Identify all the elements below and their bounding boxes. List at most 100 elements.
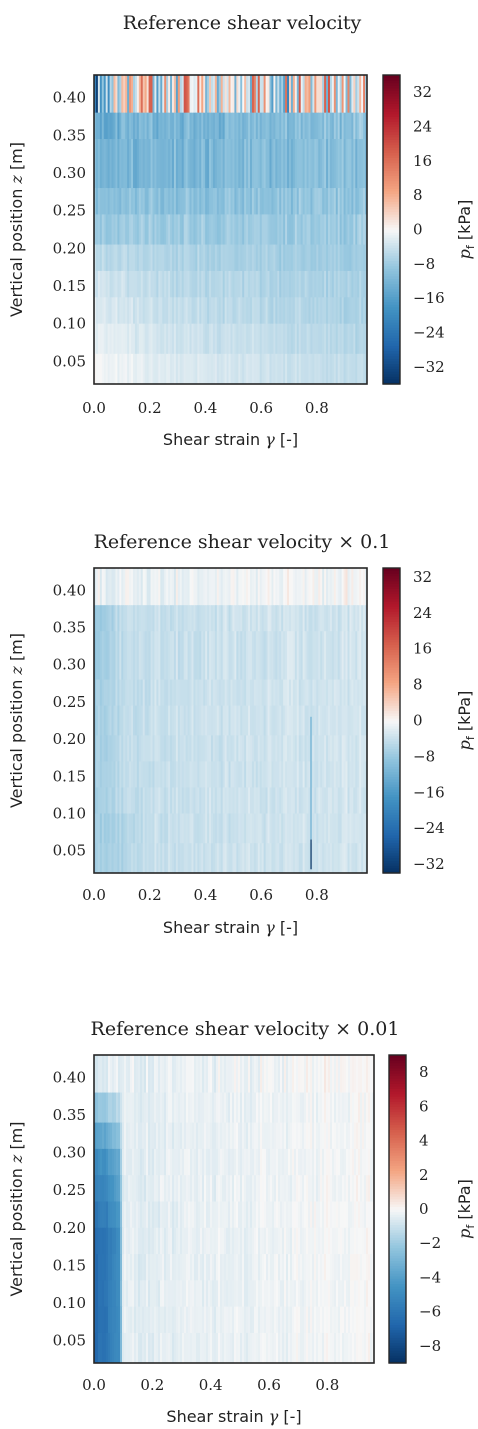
heatmap-cell bbox=[101, 705, 105, 736]
heatmap-cell bbox=[193, 75, 196, 114]
heatmap-cell bbox=[264, 1201, 267, 1229]
heatmap-cell bbox=[205, 679, 208, 707]
heatmap-cell bbox=[240, 1306, 243, 1334]
heatmap-cell bbox=[130, 1148, 133, 1176]
heatmap-cell bbox=[296, 843, 300, 873]
heatmap-cell bbox=[226, 1280, 229, 1308]
heatmap-cell bbox=[268, 1306, 271, 1334]
heatmap-cell bbox=[316, 705, 319, 736]
heatmap-cell bbox=[124, 1055, 127, 1094]
heatmap-cell bbox=[242, 605, 245, 632]
heatmap-cell bbox=[134, 139, 138, 189]
heatmap-cell bbox=[138, 761, 142, 789]
heatmap-cell bbox=[329, 323, 333, 355]
heatmap-cell bbox=[271, 787, 274, 815]
heatmap-cell bbox=[124, 1306, 127, 1334]
heatmap-cell bbox=[259, 270, 263, 298]
heatmap-cell bbox=[203, 353, 206, 384]
heatmap-cell bbox=[194, 1122, 197, 1150]
heatmap-cell bbox=[290, 244, 294, 272]
heatmap-cell bbox=[262, 1332, 265, 1363]
heatmap-cell bbox=[320, 1254, 323, 1281]
heatmap-cell bbox=[248, 1148, 251, 1176]
heatmap-cell bbox=[357, 139, 360, 189]
heatmap-cell bbox=[158, 605, 161, 632]
heatmap-cell bbox=[339, 679, 343, 707]
heatmap-cell bbox=[341, 297, 345, 325]
heatmap-cell bbox=[174, 1175, 177, 1203]
heatmap-cell bbox=[105, 323, 109, 355]
heatmap-cell bbox=[364, 1332, 367, 1363]
heatmap-cell bbox=[326, 1175, 329, 1203]
heatmap-cell bbox=[128, 1332, 131, 1363]
heatmap-cell bbox=[230, 270, 234, 298]
heatmap-cell bbox=[234, 1227, 237, 1255]
heatmap-cell bbox=[259, 761, 263, 789]
heatmap-cell bbox=[183, 813, 187, 844]
heatmap-cell bbox=[355, 735, 358, 763]
heatmap-cell bbox=[277, 568, 280, 606]
heatmap-cell bbox=[209, 353, 212, 384]
heatmap-cell bbox=[318, 1055, 321, 1094]
heatmap-cell bbox=[115, 568, 118, 606]
heatmap-cell bbox=[131, 244, 134, 272]
heatmap-cell bbox=[355, 75, 358, 114]
heatmap-cell bbox=[320, 787, 323, 815]
heatmap-cell bbox=[344, 1306, 347, 1334]
heatmap-cell bbox=[257, 705, 261, 736]
heatmap-cell bbox=[240, 787, 243, 815]
heatmap-cell bbox=[308, 112, 312, 140]
heatmap-cell bbox=[101, 244, 105, 272]
heatmap-cell bbox=[203, 679, 206, 707]
heatmap-cell bbox=[232, 761, 235, 789]
heatmap-cell bbox=[343, 139, 347, 189]
heatmap-cell bbox=[312, 297, 315, 325]
colorbar-segment bbox=[389, 1280, 406, 1285]
heatmap-cell bbox=[195, 188, 198, 216]
heatmap-cell bbox=[111, 761, 115, 789]
heatmap-cell bbox=[164, 139, 167, 189]
heatmap-cell bbox=[259, 244, 263, 272]
heatmap-cell bbox=[160, 323, 163, 355]
heatmap-cell bbox=[98, 1306, 101, 1334]
heatmap-cell bbox=[300, 1122, 303, 1150]
heatmap-cell bbox=[314, 605, 317, 632]
heatmap-cell bbox=[118, 1092, 121, 1124]
colorbar-segment bbox=[383, 134, 400, 138]
heatmap-cell bbox=[342, 1280, 345, 1308]
heatmap-cell bbox=[372, 1227, 374, 1255]
heatmap-cell bbox=[164, 270, 167, 298]
heatmap-cell bbox=[150, 1175, 153, 1203]
heatmap-cell bbox=[236, 843, 239, 873]
heatmap-cell bbox=[94, 1148, 97, 1176]
heatmap-cell bbox=[131, 214, 134, 246]
heatmap-cell bbox=[152, 605, 156, 632]
heatmap-cell bbox=[347, 139, 351, 189]
colorbar-segment bbox=[383, 588, 400, 592]
heatmap-cell bbox=[97, 244, 101, 272]
heatmap-cell bbox=[253, 761, 257, 789]
heatmap-cell bbox=[314, 323, 317, 355]
heatmap-cell bbox=[120, 1280, 123, 1308]
heatmap-cell bbox=[265, 605, 269, 632]
colorbar-segment bbox=[383, 773, 400, 778]
heatmap-cell bbox=[290, 568, 294, 606]
heatmap-cell bbox=[140, 353, 144, 384]
heatmap-cell bbox=[279, 214, 282, 246]
heatmap-cell bbox=[214, 1122, 217, 1150]
heatmap-cell bbox=[138, 270, 142, 298]
heatmap-cell bbox=[349, 813, 352, 844]
heatmap-cell bbox=[95, 787, 99, 815]
heatmap-cell bbox=[164, 1148, 167, 1176]
heatmap-cell bbox=[150, 75, 154, 114]
heatmap-cell bbox=[287, 270, 290, 298]
heatmap-cell bbox=[224, 323, 228, 355]
heatmap-cell bbox=[285, 75, 288, 114]
heatmap-cell bbox=[201, 631, 204, 681]
heatmap-cell bbox=[103, 353, 107, 384]
heatmap-cell bbox=[296, 353, 300, 384]
heatmap-cell bbox=[350, 1280, 353, 1308]
heatmap-cell bbox=[370, 1122, 373, 1150]
heatmap-cell bbox=[226, 568, 230, 606]
heatmap-cell bbox=[234, 353, 237, 384]
